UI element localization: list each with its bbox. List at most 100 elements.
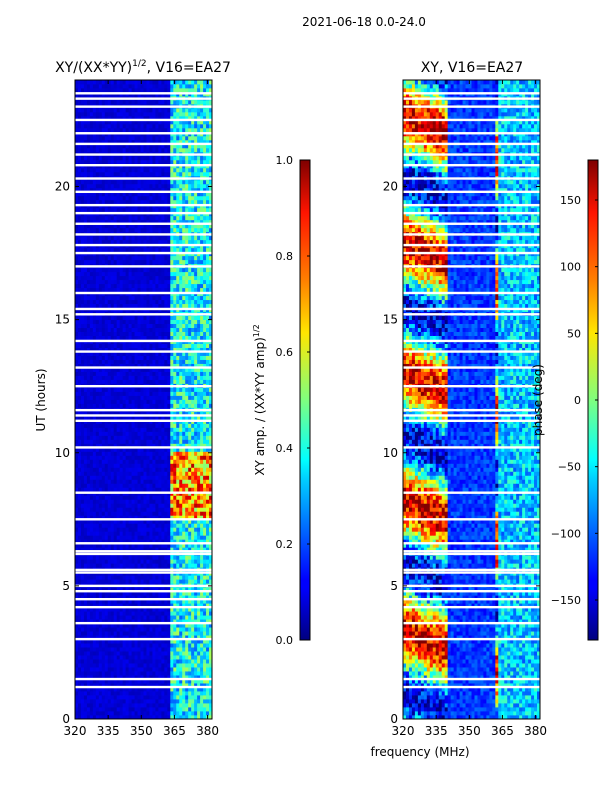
amp-heatmap-cell xyxy=(131,547,135,552)
amp-heatmap-cell xyxy=(89,83,94,89)
amp-heatmap-cell xyxy=(107,227,112,233)
amp-heatmap-cell xyxy=(116,195,121,201)
amp-heatmap-cell xyxy=(158,671,162,676)
amp-heatmap-cell xyxy=(143,619,147,624)
amp-heatmap-cell xyxy=(152,579,156,584)
amp-heatmap-cell xyxy=(122,255,127,261)
amp-heatmap-cell xyxy=(119,451,124,456)
amp-heatmap-cell xyxy=(134,531,138,536)
amp-heatmap-cell xyxy=(107,367,112,372)
amp-heatmap-cell xyxy=(161,619,165,624)
amp-heatmap-cell xyxy=(80,487,85,492)
amp-heatmap-cell xyxy=(75,519,79,524)
amp-heatmap-cell xyxy=(137,191,141,197)
amp-heatmap-cell xyxy=(152,535,156,540)
amp-heatmap-cell xyxy=(134,627,138,632)
amp-heatmap-cell xyxy=(75,575,79,580)
amp-heatmap-cell xyxy=(134,455,138,460)
amp-heatmap-cell xyxy=(128,415,132,420)
amp-heatmap-cell xyxy=(122,99,127,105)
amp-heatmap-cell xyxy=(149,579,153,584)
amp-heatmap-cell xyxy=(161,267,165,273)
amp-heatmap-cell xyxy=(137,667,141,672)
amp-heatmap-cell xyxy=(116,80,121,85)
amp-heatmap-cell xyxy=(77,431,82,436)
amp-heatmap-cell xyxy=(137,483,141,488)
amp-heatmap-cell xyxy=(125,527,130,532)
amp-heatmap-cell xyxy=(75,327,79,332)
amp-heatmap-cell xyxy=(95,443,100,448)
amp-heatmap-cell xyxy=(140,663,144,668)
amp-heatmap-cell xyxy=(104,543,109,548)
amp-heatmap-cell xyxy=(95,379,100,384)
amp-heatmap-cell xyxy=(125,635,130,640)
amp-heatmap-cell xyxy=(107,187,112,193)
amp-heatmap-cell xyxy=(75,155,79,161)
amp-heatmap-cell xyxy=(116,487,121,492)
amp-heatmap-cell xyxy=(89,659,94,664)
amp-heatmap-cell xyxy=(86,667,91,672)
amp-heatmap-cell xyxy=(143,155,147,161)
amp-heatmap-cell xyxy=(155,539,159,544)
amp-heatmap-cell xyxy=(95,535,100,540)
amp-heatmap-cell xyxy=(125,195,130,201)
amp-heatmap-cell xyxy=(140,179,144,185)
amp-heatmap-cell xyxy=(92,287,97,293)
amp-heatmap-cell xyxy=(83,451,88,456)
amp-heatmap-cell xyxy=(140,607,144,612)
amp-heatmap-cell xyxy=(116,443,121,448)
amp-heatmap-cell xyxy=(104,399,109,404)
amp-heatmap-cell xyxy=(119,659,124,664)
amp-heatmap-cell xyxy=(152,267,156,273)
amp-heatmap-cell xyxy=(155,387,159,392)
amp-heatmap-cell xyxy=(89,367,94,372)
amp-heatmap-cell xyxy=(152,147,156,153)
amp-heatmap-cell xyxy=(143,579,147,584)
amp-heatmap-cell xyxy=(92,455,97,460)
amp-heatmap-cell xyxy=(149,495,153,500)
amp-heatmap-cell xyxy=(113,715,118,720)
amp-heatmap-cell xyxy=(75,375,79,380)
amp-heatmap-cell xyxy=(131,435,135,440)
amp-heatmap-cell xyxy=(86,179,91,185)
amp-heatmap-cell xyxy=(152,415,156,420)
amp-heatmap-cell xyxy=(86,487,91,492)
amp-heatmap-cell xyxy=(158,167,162,173)
amp-heatmap-cell xyxy=(119,343,124,348)
amp-heatmap-cell xyxy=(134,563,138,568)
amp-heatmap-cell xyxy=(116,363,121,368)
amp-heatmap-cell xyxy=(89,479,94,484)
amp-heatmap-cell xyxy=(152,387,156,392)
amp-heatmap-cell xyxy=(143,667,147,672)
amp-heatmap-cell xyxy=(134,435,138,440)
amp-heatmap-cell xyxy=(83,499,88,504)
amp-heatmap-cell xyxy=(119,155,124,161)
amp-heatmap-cell xyxy=(86,227,91,233)
amp-heatmap-cell xyxy=(95,447,100,452)
amp-heatmap-cell xyxy=(149,223,153,229)
amp-heatmap-cell xyxy=(98,671,103,676)
amp-heatmap-cell xyxy=(146,559,150,564)
amp-heatmap-cell xyxy=(77,599,82,604)
amp-heatmap-cell xyxy=(119,547,124,552)
amp-heatmap-cell xyxy=(152,483,156,488)
amp-heatmap-cell xyxy=(122,623,127,628)
amp-heatmap-cell xyxy=(86,387,91,392)
amp-heatmap-cell xyxy=(149,515,153,520)
amp-heatmap-cell xyxy=(92,167,97,173)
amp-heatmap-cell xyxy=(143,587,147,592)
amp-heatmap-cell xyxy=(128,327,132,332)
amp-heatmap-cell xyxy=(155,299,159,305)
amp-heatmap-cell xyxy=(152,127,156,133)
amp-heatmap-cell xyxy=(116,303,121,309)
amp-heatmap-cell xyxy=(98,515,103,520)
amp-heatmap-cell xyxy=(77,543,82,548)
amp-heatmap-cell xyxy=(110,403,115,408)
amp-heatmap-cell xyxy=(134,123,138,129)
amp-heatmap-cell xyxy=(134,403,138,408)
amp-heatmap-cell xyxy=(134,331,138,336)
amp-heatmap-cell xyxy=(101,511,106,516)
amp-heatmap-cell xyxy=(140,511,144,516)
amp-heatmap-cell xyxy=(155,111,159,117)
amp-heatmap-cell xyxy=(137,523,141,528)
